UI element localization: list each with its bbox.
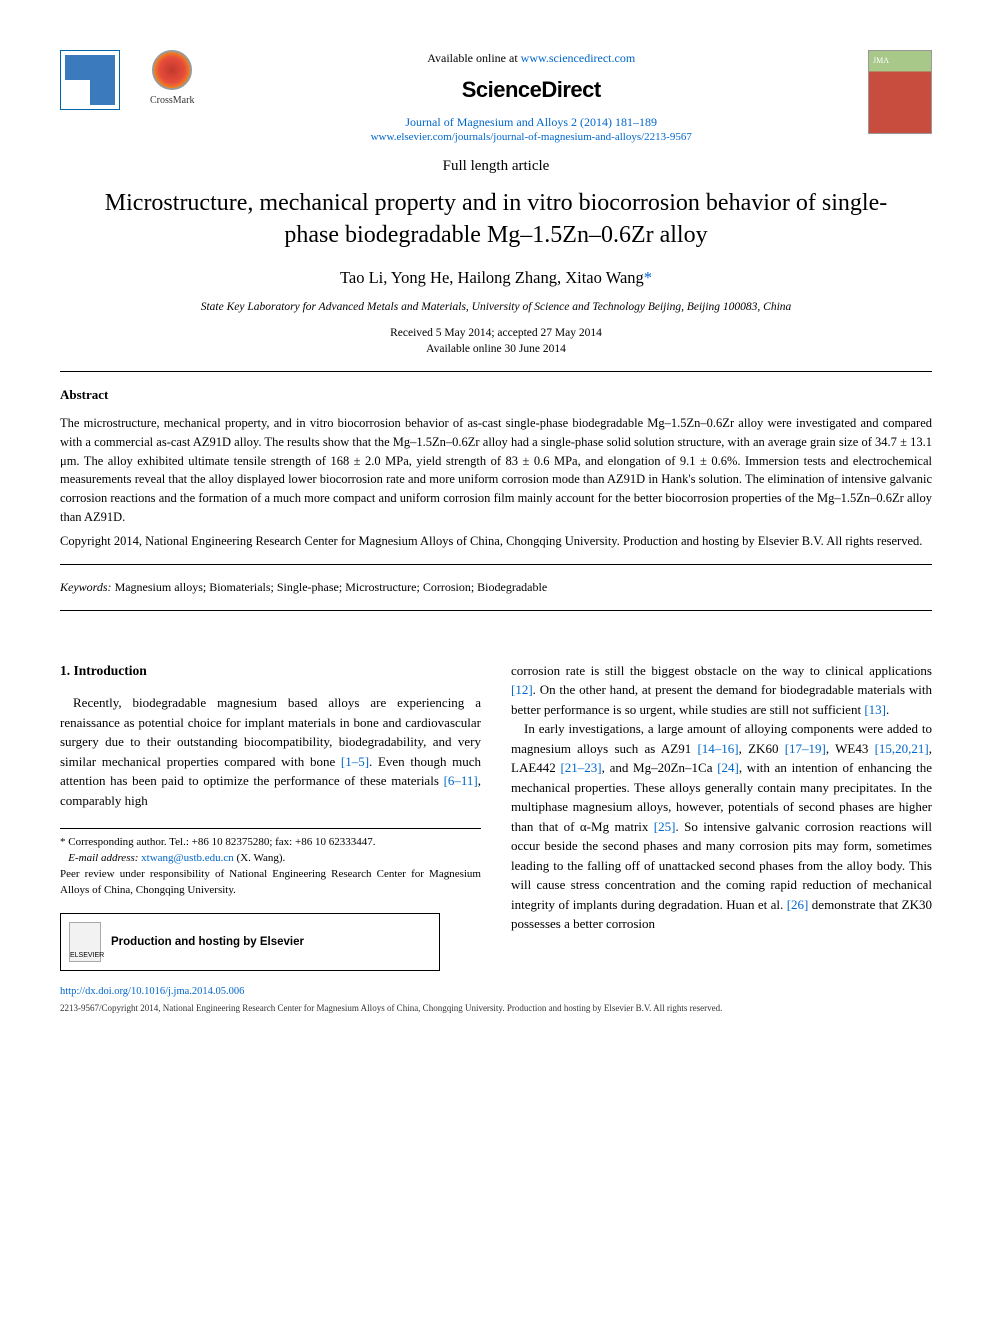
text-fragment: . (886, 702, 889, 717)
right-column: corrosion rate is still the biggest obst… (511, 661, 932, 971)
keywords-label: Keywords: (60, 580, 112, 594)
citation-link[interactable]: [14–16] (697, 741, 738, 756)
intro-paragraph-2: In early investigations, a large amount … (511, 719, 932, 934)
separator-rule (60, 371, 932, 372)
elsevier-hosting-label: Production and hosting by Elsevier (111, 934, 304, 951)
abstract-body: The microstructure, mechanical property,… (60, 414, 932, 527)
text-fragment: , and Mg–20Zn–1Ca (602, 760, 718, 775)
citation-link[interactable]: [6–11] (444, 773, 478, 788)
separator-rule (60, 564, 932, 565)
elsevier-logo-icon: ELSEVIER (69, 922, 101, 962)
citation-link[interactable]: [17–19] (785, 741, 826, 756)
crossmark-badge[interactable]: CrossMark (150, 50, 194, 108)
publisher-logo (60, 50, 120, 110)
section-heading-introduction: 1. Introduction (60, 661, 481, 681)
header-center: Available online at www.sciencedirect.co… (194, 50, 868, 146)
email-post-text: (X. Wang). (234, 852, 285, 864)
text-fragment: , ZK60 (739, 741, 785, 756)
keywords-text: Magnesium alloys; Biomaterials; Single-p… (112, 580, 548, 594)
journal-homepage-link[interactable]: www.elsevier.com/journals/journal-of-mag… (371, 131, 692, 143)
author-email-link[interactable]: xtwang@ustb.edu.cn (141, 852, 234, 864)
corresponding-author-marker[interactable]: * (644, 268, 652, 287)
keywords-line: Keywords: Magnesium alloys; Biomaterials… (60, 579, 932, 596)
text-fragment: , WE43 (826, 741, 875, 756)
article-title: Microstructure, mechanical property and … (100, 187, 892, 252)
corresponding-author-footnote: * Corresponding author. Tel.: +86 10 823… (60, 835, 481, 851)
available-online-date: Available online 30 June 2014 (426, 343, 566, 355)
peer-review-footnote: Peer review under responsibility of Nati… (60, 867, 481, 899)
authors-text: Tao Li, Yong He, Hailong Zhang, Xitao Wa… (340, 268, 644, 287)
page-copyright: 2213-9567/Copyright 2014, National Engin… (60, 1002, 932, 1015)
doi-link[interactable]: http://dx.doi.org/10.1016/j.jma.2014.05.… (60, 986, 244, 997)
text-fragment: corrosion rate is still the biggest obst… (511, 663, 932, 678)
abstract-heading: Abstract (60, 386, 932, 404)
sciencedirect-brand: ScienceDirect (214, 75, 848, 106)
crossmark-label: CrossMark (150, 94, 194, 108)
citation-link[interactable]: [21–23] (560, 760, 601, 775)
footnote-block: * Corresponding author. Tel.: +86 10 823… (60, 828, 481, 971)
crossmark-icon (152, 50, 192, 90)
page-header: CrossMark Available online at www.scienc… (60, 50, 932, 146)
available-online-line: Available online at www.sciencedirect.co… (214, 50, 848, 67)
doi-line: http://dx.doi.org/10.1016/j.jma.2014.05.… (60, 985, 932, 1000)
affiliation-text: State Key Laboratory for Advanced Metals… (60, 299, 932, 315)
journal-reference-link[interactable]: Journal of Magnesium and Alloys 2 (2014)… (405, 115, 657, 129)
available-prefix: Available online at (427, 51, 520, 65)
intro-paragraph-1-cont: corrosion rate is still the biggest obst… (511, 661, 932, 720)
article-type-label: Full length article (60, 156, 932, 177)
citation-link[interactable]: [1–5] (341, 754, 369, 769)
citation-link[interactable]: [25] (654, 819, 676, 834)
citation-link[interactable]: [12] (511, 682, 533, 697)
journal-cover-thumbnail (868, 50, 932, 134)
citation-link[interactable]: [13] (864, 702, 886, 717)
email-footnote: E-mail address: xtwang@ustb.edu.cn (X. W… (60, 851, 481, 867)
email-label: E-mail address: (68, 852, 138, 864)
received-accepted-line: Received 5 May 2014; accepted 27 May 201… (390, 327, 602, 339)
sciencedirect-url-link[interactable]: www.sciencedirect.com (521, 51, 636, 65)
intro-paragraph-1: Recently, biodegradable magnesium based … (60, 693, 481, 810)
citation-link[interactable]: [24] (717, 760, 739, 775)
separator-rule (60, 610, 932, 611)
left-column: 1. Introduction Recently, biodegradable … (60, 661, 481, 971)
author-list: Tao Li, Yong He, Hailong Zhang, Xitao Wa… (60, 266, 932, 289)
article-body-columns: 1. Introduction Recently, biodegradable … (60, 661, 932, 971)
citation-link[interactable]: [15,20,21] (875, 741, 929, 756)
elsevier-hosting-box: ELSEVIER Production and hosting by Elsev… (60, 913, 440, 971)
article-dates: Received 5 May 2014; accepted 27 May 201… (60, 325, 932, 357)
citation-link[interactable]: [26] (787, 897, 809, 912)
abstract-copyright: Copyright 2014, National Engineering Res… (60, 533, 932, 551)
